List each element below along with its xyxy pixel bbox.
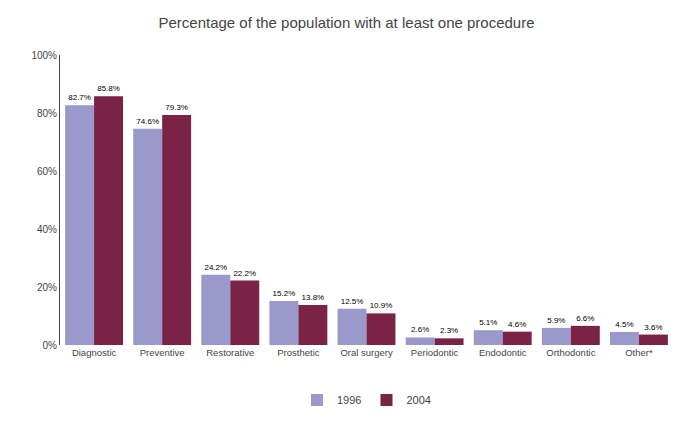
svg-text:40%: 40% [37, 224, 57, 235]
svg-text:2.6%: 2.6% [411, 325, 429, 334]
svg-text:Other*: Other* [625, 347, 653, 358]
svg-text:15.2%: 15.2% [273, 289, 296, 298]
svg-text:82.7%: 82.7% [68, 93, 91, 102]
svg-text:Prosthetic: Prosthetic [277, 347, 319, 358]
svg-text:79.3%: 79.3% [165, 103, 188, 112]
svg-text:13.8%: 13.8% [302, 293, 325, 302]
svg-text:85.8%: 85.8% [97, 84, 120, 93]
svg-text:3.6%: 3.6% [644, 323, 662, 332]
svg-text:Diagnostic: Diagnostic [72, 347, 117, 358]
svg-text:1996: 1996 [337, 394, 361, 406]
svg-text:Endodontic: Endodontic [479, 347, 527, 358]
svg-text:4.6%: 4.6% [508, 320, 526, 329]
svg-text:4.5%: 4.5% [615, 320, 633, 329]
svg-text:22.2%: 22.2% [233, 269, 256, 278]
svg-text:0%: 0% [43, 340, 58, 351]
svg-text:10.9%: 10.9% [370, 301, 393, 310]
svg-text:Percentage of the population w: Percentage of the population with at lea… [158, 14, 534, 31]
svg-text:20%: 20% [37, 282, 57, 293]
svg-text:2004: 2004 [406, 394, 430, 406]
svg-text:100%: 100% [31, 50, 57, 61]
svg-text:24.2%: 24.2% [204, 263, 227, 272]
svg-text:2.3%: 2.3% [440, 326, 458, 335]
svg-text:Periodontic: Periodontic [411, 347, 459, 358]
svg-text:Orthodontic: Orthodontic [546, 347, 595, 358]
svg-text:74.6%: 74.6% [136, 117, 159, 126]
svg-text:Oral surgery: Oral surgery [340, 347, 393, 358]
svg-text:60%: 60% [37, 166, 57, 177]
svg-text:12.5%: 12.5% [341, 297, 364, 306]
svg-text:5.9%: 5.9% [547, 316, 565, 325]
svg-text:Preventive: Preventive [140, 347, 185, 358]
svg-text:80%: 80% [37, 108, 57, 119]
svg-text:5.1%: 5.1% [479, 318, 497, 327]
svg-text:6.6%: 6.6% [576, 314, 594, 323]
svg-text:Restorative: Restorative [206, 347, 254, 358]
